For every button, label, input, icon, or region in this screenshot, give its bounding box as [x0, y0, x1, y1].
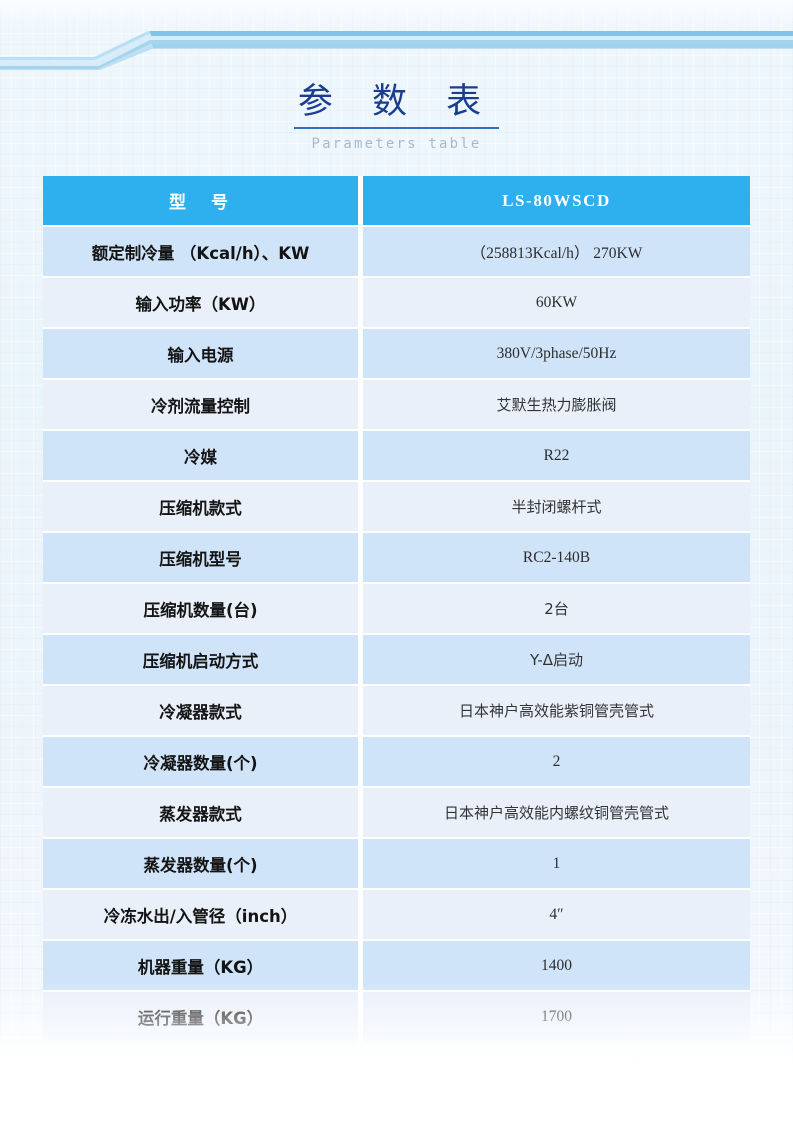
row-label: 冷凝器数量(个)	[43, 735, 358, 786]
row-label: 冷凝器款式	[43, 684, 358, 735]
column-divider	[358, 480, 363, 531]
row-value: 半封闭螺杆式	[363, 480, 750, 531]
column-divider	[358, 939, 363, 990]
table-row: 额定制冷量 （Kcal/h）、KW （258813Kcal/h） 270KW	[43, 225, 750, 276]
row-label: 冷剂流量控制	[43, 378, 358, 429]
column-divider	[358, 888, 363, 939]
table-row: 冷凝器数量(个) 2	[43, 735, 750, 786]
row-label: 蒸发器数量(个)	[43, 837, 358, 888]
table-row: 冷凝器款式 日本神户高效能紫铜管壳管式	[43, 684, 750, 735]
table-row: 蒸发器款式 日本神户高效能内螺纹铜管壳管式	[43, 786, 750, 837]
column-divider	[358, 378, 363, 429]
column-divider	[358, 225, 363, 276]
column-divider	[358, 633, 363, 684]
column-header-model-value: LS-80WSCD	[363, 176, 750, 225]
table-row: 压缩机型号 RC2-140B	[43, 531, 750, 582]
column-divider	[358, 429, 363, 480]
column-divider	[358, 176, 363, 225]
row-value: 4″	[363, 888, 750, 939]
row-value: 2台	[363, 582, 750, 633]
row-value: Y-Δ启动	[363, 633, 750, 684]
row-label: 蒸发器款式	[43, 786, 358, 837]
column-divider	[358, 786, 363, 837]
row-value: 380V/3phase/50Hz	[363, 327, 750, 378]
row-label: 冷媒	[43, 429, 358, 480]
column-header-model-label: 型 号	[43, 176, 358, 225]
row-label: 压缩机数量(台)	[43, 582, 358, 633]
column-divider	[358, 531, 363, 582]
row-label: 输入电源	[43, 327, 358, 378]
column-divider	[358, 735, 363, 786]
parameters-table: 型 号 LS-80WSCD 额定制冷量 （Kcal/h）、KW （258813Kc…	[43, 176, 750, 1041]
row-value: 2	[363, 735, 750, 786]
row-label: 冷冻水出/入管径（inch）	[43, 888, 358, 939]
background-top-highlight	[0, 0, 793, 30]
column-divider	[358, 582, 363, 633]
row-value: 艾默生热力膨胀阀	[363, 378, 750, 429]
table-row: 冷媒 R22	[43, 429, 750, 480]
row-value: （258813Kcal/h） 270KW	[363, 225, 750, 276]
table-row: 输入电源 380V/3phase/50Hz	[43, 327, 750, 378]
row-value: 日本神户高效能紫铜管壳管式	[363, 684, 750, 735]
background-bottom-fade	[0, 980, 793, 1070]
row-label: 压缩机型号	[43, 531, 358, 582]
row-label: 额定制冷量 （Kcal/h）、KW	[43, 225, 358, 276]
table-row: 输入功率（KW） 60KW	[43, 276, 750, 327]
table-row: 蒸发器数量(个) 1	[43, 837, 750, 888]
page-subtitle: Parameters table	[311, 136, 482, 153]
row-label: 压缩机款式	[43, 480, 358, 531]
row-value: 1	[363, 837, 750, 888]
table-row: 压缩机款式 半封闭螺杆式	[43, 480, 750, 531]
table-row: 压缩机启动方式 Y-Δ启动	[43, 633, 750, 684]
page-title-block: 参 数 表 Parameters table	[0, 82, 793, 152]
row-label: 压缩机启动方式	[43, 633, 358, 684]
table-row: 冷剂流量控制 艾默生热力膨胀阀	[43, 378, 750, 429]
table-row: 冷冻水出/入管径（inch） 4″	[43, 888, 750, 939]
row-value: RC2-140B	[363, 531, 750, 582]
table-row: 压缩机数量(台) 2台	[43, 582, 750, 633]
row-value: 60KW	[363, 276, 750, 327]
table-header-row: 型 号 LS-80WSCD	[43, 176, 750, 225]
column-divider	[358, 684, 363, 735]
row-label: 输入功率（KW）	[43, 276, 358, 327]
parameters-table-body: 型 号 LS-80WSCD 额定制冷量 （Kcal/h）、KW （258813Kc…	[43, 176, 750, 1041]
page-title: 参 数 表	[293, 82, 500, 130]
column-divider	[358, 276, 363, 327]
row-value: R22	[363, 429, 750, 480]
row-value: 日本神户高效能内螺纹铜管壳管式	[363, 786, 750, 837]
column-divider	[358, 837, 363, 888]
column-divider	[358, 327, 363, 378]
